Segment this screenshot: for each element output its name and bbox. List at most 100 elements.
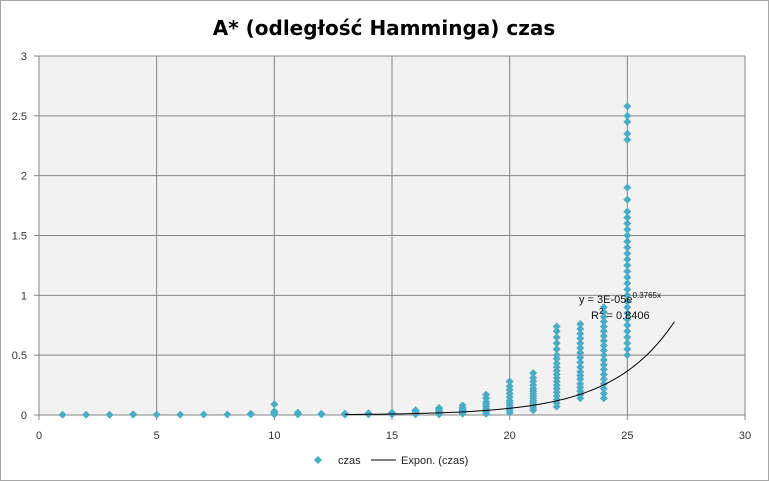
data-point <box>623 273 632 282</box>
data-point <box>270 400 279 409</box>
data-point <box>623 321 632 330</box>
x-tick-label: 10 <box>268 430 280 442</box>
data-point <box>599 341 608 350</box>
data-point <box>293 408 302 417</box>
r-squared-exponent: 2 <box>599 307 604 316</box>
data-point <box>599 317 608 326</box>
data-point <box>599 308 608 317</box>
data-point <box>364 409 373 418</box>
data-point <box>552 345 561 354</box>
data-point <box>623 339 632 348</box>
data-point <box>623 243 632 252</box>
data-point <box>599 351 608 360</box>
data-point <box>529 373 538 382</box>
data-point <box>576 334 585 343</box>
data-point <box>576 343 585 352</box>
data-point <box>552 322 561 331</box>
tick-labels: 00.511.522.530 5 10 15 20 25 30 <box>12 51 751 442</box>
data-point <box>270 407 279 416</box>
data-point <box>152 410 161 419</box>
data-point <box>599 336 608 345</box>
data-point <box>623 261 632 270</box>
data-point <box>388 408 396 417</box>
data-point <box>623 333 632 342</box>
x-tick-label: 20 <box>504 430 516 442</box>
data-point <box>552 327 561 336</box>
trendline-curve <box>344 321 675 416</box>
x-tick-label: 15 <box>386 430 398 442</box>
data-point <box>623 102 632 111</box>
data-point <box>623 225 632 234</box>
data-point <box>623 351 632 360</box>
data-point <box>623 267 632 276</box>
data-point <box>623 249 632 258</box>
data-point <box>552 359 561 368</box>
data-point <box>576 363 585 372</box>
trendline-r-squared: R2 = 0.8406 <box>591 307 650 322</box>
data-point <box>576 358 585 367</box>
data-point <box>246 409 255 418</box>
data-point <box>505 382 514 391</box>
y-tick-label: 3 <box>21 51 27 63</box>
data-point <box>623 291 632 300</box>
data-point <box>623 345 632 354</box>
data-point <box>599 303 608 312</box>
data-point <box>623 213 632 222</box>
data-point <box>552 339 561 348</box>
data-point <box>482 390 491 399</box>
data-point <box>129 410 138 419</box>
x-tick-label: 0 <box>36 430 42 442</box>
data-point <box>576 348 585 357</box>
data-point <box>599 365 608 374</box>
data-point <box>576 353 585 362</box>
data-point <box>576 320 585 329</box>
chart-title: A* (odległość Hamminga) czas <box>213 16 556 40</box>
data-point <box>599 322 608 331</box>
data-point <box>623 195 632 204</box>
y-tick-label: 0.5 <box>12 350 27 362</box>
data-point <box>599 332 608 341</box>
data-point <box>623 255 632 264</box>
data-point <box>317 409 326 418</box>
y-tick-label: 1.5 <box>12 231 27 243</box>
data-point <box>623 315 632 324</box>
data-point <box>623 219 632 228</box>
x-tick-label: 5 <box>154 430 160 442</box>
legend-label-czas: czas <box>338 455 361 467</box>
y-tick-label: 1 <box>21 290 27 302</box>
data-point <box>623 303 632 312</box>
legend: czas Expon. (czas) <box>314 455 468 467</box>
data-point <box>435 403 444 412</box>
data-point <box>599 355 608 364</box>
y-tick-label: 0 <box>21 410 27 422</box>
data-point <box>576 367 585 376</box>
legend-label-trendline: Expon. (czas) <box>401 455 468 467</box>
data-point <box>623 279 632 288</box>
data-point <box>599 394 608 403</box>
data-point <box>599 389 608 398</box>
r-squared-label: R <box>591 310 599 322</box>
data-point <box>623 237 632 246</box>
data-point <box>105 410 114 419</box>
data-point <box>623 327 632 336</box>
data-point <box>340 409 349 418</box>
x-tick-label: 25 <box>621 430 633 442</box>
data-point <box>576 339 585 348</box>
data-point <box>623 285 632 294</box>
y-tick-label: 2 <box>21 171 27 183</box>
data-point <box>623 207 632 216</box>
data-point <box>623 111 632 120</box>
data-point <box>623 129 632 138</box>
data-point <box>223 410 232 419</box>
data-point <box>623 183 632 192</box>
data-point <box>599 327 608 336</box>
trendline-equation: y = 3E-05e0.3765x <box>579 291 661 306</box>
data-point <box>623 135 632 144</box>
legend-marker-czas <box>314 456 322 464</box>
data-point <box>623 309 632 318</box>
data-point <box>576 329 585 338</box>
r-squared-value: = 0.8406 <box>603 310 649 322</box>
data-point <box>411 406 420 415</box>
y-tick-label: 2.5 <box>12 111 27 123</box>
data-point <box>599 346 608 355</box>
